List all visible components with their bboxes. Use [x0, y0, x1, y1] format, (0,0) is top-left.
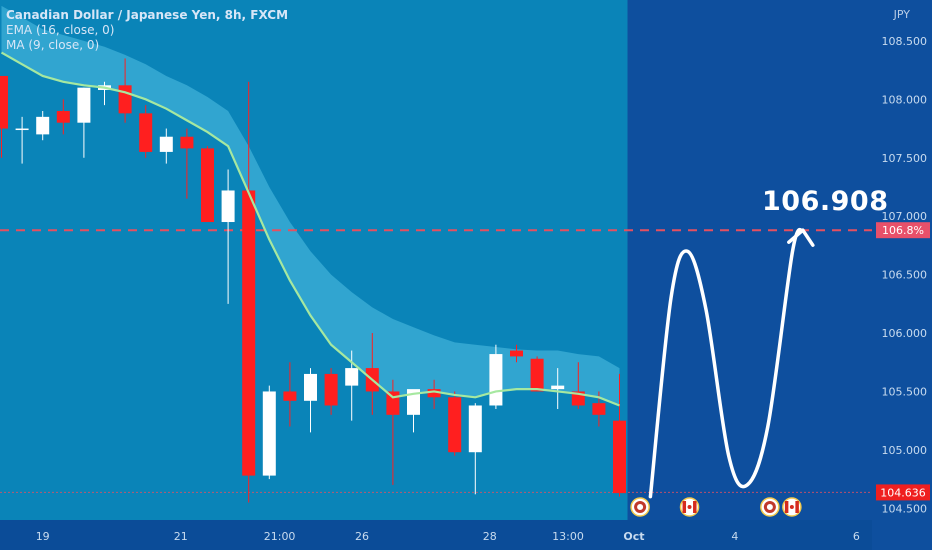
candle-body[interactable]	[283, 391, 297, 401]
y-tick-label: 106.000	[882, 327, 928, 340]
candle-body[interactable]	[262, 391, 276, 476]
price-tag-label: 106.8%	[882, 224, 924, 237]
price-tag-label: 104.636	[880, 486, 926, 499]
candle-body[interactable]	[489, 354, 503, 406]
candle-body[interactable]	[551, 385, 565, 390]
candle-body[interactable]	[407, 389, 420, 415]
candle-body[interactable]	[36, 116, 50, 135]
x-tick-label: Oct	[623, 530, 644, 543]
y-tick-label: 108.000	[882, 93, 928, 106]
x-tick-label: 26	[355, 530, 369, 543]
candle-body[interactable]	[324, 373, 338, 406]
x-tick-label: 4	[731, 530, 738, 543]
ca-flag-right	[795, 501, 799, 513]
candle-body[interactable]	[304, 373, 317, 401]
y-tick-label: 107.000	[882, 210, 928, 223]
candle-body[interactable]	[221, 190, 235, 223]
legend-title: Canadian Dollar / Japanese Yen, 8h, FXCM	[6, 8, 289, 22]
price-tag-bg	[876, 222, 930, 239]
y-tick-label: 105.000	[882, 444, 928, 457]
candle-body[interactable]	[0, 75, 8, 129]
candle-body[interactable]	[613, 420, 626, 494]
x-tick-label: 28	[483, 530, 497, 543]
candle-body[interactable]	[427, 389, 441, 398]
candle-body[interactable]	[530, 358, 544, 392]
candle-body[interactable]	[468, 405, 482, 453]
y-tick-label: 105.500	[882, 385, 928, 398]
candle-body[interactable]	[386, 391, 400, 415]
x-tick-label: 21	[174, 530, 188, 543]
candle-body[interactable]	[448, 397, 462, 453]
us-flag-center	[766, 504, 773, 510]
candle-body[interactable]	[159, 136, 173, 152]
maple-leaf-icon	[789, 505, 794, 509]
x-tick-label: 6	[853, 530, 860, 543]
legend-ema[interactable]: EMA (16, close, 0)	[6, 23, 115, 37]
candle-body[interactable]	[201, 148, 214, 223]
y-tick-label: 104.500	[882, 502, 928, 515]
candle-body[interactable]	[510, 350, 523, 357]
x-tick-label: 19	[36, 530, 50, 543]
candle-body[interactable]	[77, 87, 91, 123]
candle-body[interactable]	[242, 190, 256, 476]
currency-label: JPY	[893, 8, 910, 21]
y-tick-label: 107.500	[882, 152, 928, 165]
ema-band	[1, 5, 620, 406]
ca-flag-left	[784, 501, 789, 513]
candle-body[interactable]	[139, 113, 153, 152]
candle-body[interactable]	[56, 111, 70, 123]
y-tick-label: 108.500	[882, 35, 928, 48]
target-price-annotation: 106.908	[762, 186, 889, 217]
candle-body[interactable]	[592, 403, 606, 415]
x-tick-label: 13:00	[552, 530, 584, 543]
us-flag-center	[637, 504, 644, 510]
legend-ma[interactable]: MA (9, close, 0)	[6, 38, 100, 52]
projection-curve[interactable]	[648, 228, 805, 499]
ma-line[interactable]	[0, 51, 620, 407]
ca-flag-left	[682, 501, 687, 513]
maple-leaf-icon	[687, 505, 692, 509]
x-tick-label: 21:00	[264, 530, 296, 543]
candle-body[interactable]	[345, 368, 359, 386]
legend: Canadian Dollar / Japanese Yen, 8h, FXCM…	[6, 8, 288, 53]
price-tag-bg	[876, 484, 930, 501]
projection-arrowhead	[787, 228, 815, 247]
candle-body[interactable]	[180, 136, 194, 149]
y-tick-label: 106.500	[882, 269, 928, 282]
candle-body[interactable]	[118, 85, 132, 114]
ca-flag-right	[693, 501, 697, 513]
x-axis-strip	[0, 520, 872, 550]
candle-body[interactable]	[15, 128, 29, 131]
